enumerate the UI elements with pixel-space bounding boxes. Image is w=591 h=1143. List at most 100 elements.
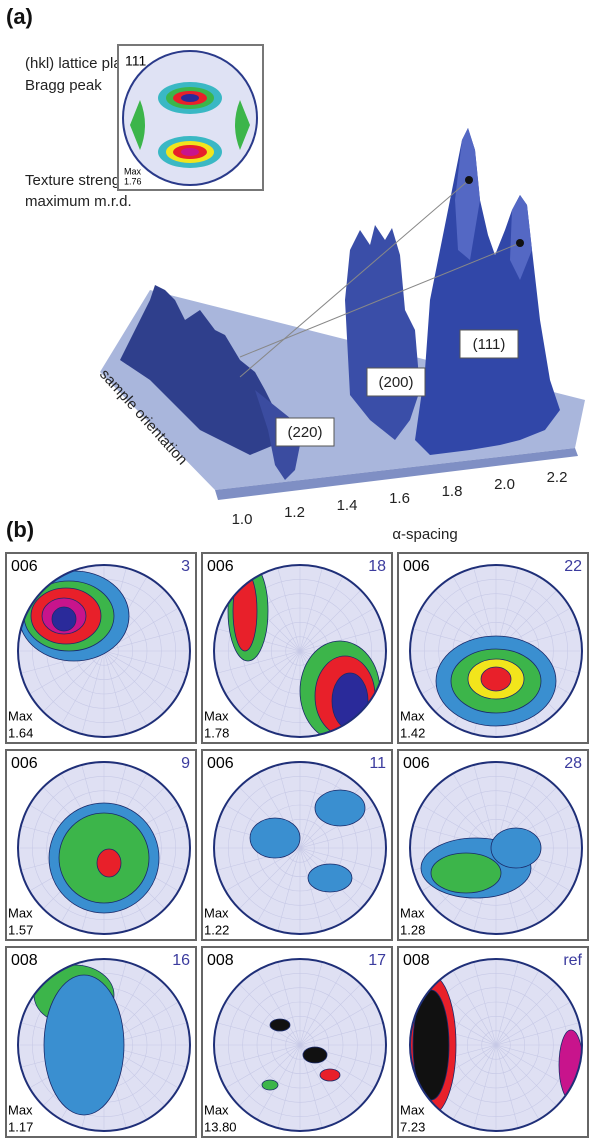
panel-label: (b) (6, 517, 34, 542)
pole-figure: 006 18 Max 1.78 (201, 552, 393, 744)
texture (33, 964, 125, 1116)
sample-id: 16 (172, 952, 190, 969)
pole-rim (213, 958, 387, 1132)
peak-label: (220) (287, 424, 322, 441)
sample-id: 17 (368, 952, 386, 969)
texture-blob (261, 1079, 279, 1091)
texture (18, 570, 130, 662)
sample-id: 18 (368, 558, 386, 575)
hkl-label: 008 (11, 952, 38, 969)
max-label: Max (400, 708, 425, 723)
max-label: Max (8, 708, 33, 723)
max-value: 1.28 (400, 922, 425, 937)
x-tick-label: 2.2 (547, 469, 568, 486)
texture (261, 1018, 341, 1091)
max-value: 1.78 (204, 725, 229, 740)
sample-id: 3 (181, 558, 190, 575)
inset-hkl: 111 (125, 53, 146, 69)
texture-blob (269, 1018, 291, 1032)
texture (420, 827, 542, 899)
max-value: 7.23 (400, 1119, 425, 1134)
hkl-label: 006 (403, 558, 430, 575)
texture-blob (43, 974, 125, 1116)
x-tick-label: 1.8 (442, 483, 463, 500)
inset-pole-figure (122, 50, 258, 186)
texture-blob (319, 1068, 341, 1082)
pole-figure: 008 ref Max 7.23 (397, 946, 589, 1138)
hkl-label: 006 (207, 558, 234, 575)
texture-blob (307, 863, 353, 893)
peak-label: (200) (378, 374, 413, 391)
hkl-label: 006 (403, 755, 430, 772)
pole-rim (409, 761, 583, 935)
max-label: Max (8, 1102, 33, 1117)
pole-figure: 008 16 Max 1.17 (5, 946, 197, 1138)
annotation: maximum m.r.d. (25, 193, 132, 210)
sample-id: 9 (181, 755, 190, 772)
texture-blob (302, 1046, 328, 1064)
max-value: 1.42 (400, 725, 425, 740)
grid-ray (216, 825, 384, 871)
pole-figure: 006 22 Max 1.42 (397, 552, 589, 744)
pole-rim (213, 564, 387, 738)
pole-rim (409, 958, 583, 1132)
annotation: (hkl) lattice plane= (25, 55, 147, 72)
texture (48, 802, 160, 914)
hkl-label: 006 (11, 558, 38, 575)
texture-blob (430, 852, 502, 894)
hkl-label: 008 (207, 952, 234, 969)
inset-max-label: Max (124, 166, 142, 176)
hkl-label: 006 (11, 755, 38, 772)
peak-label: (111) (473, 336, 506, 353)
max-label: Max (204, 708, 229, 723)
max-value: 1.57 (8, 922, 33, 937)
pole-figure: 006 9 Max 1.57 (5, 749, 197, 941)
max-label: Max (400, 905, 425, 920)
max-value: 1.64 (8, 725, 33, 740)
sample-id: ref (563, 952, 582, 969)
panel-label: (a) (6, 4, 33, 29)
sample-id: 28 (564, 755, 582, 772)
texture (435, 635, 557, 727)
max-label: Max (204, 1102, 229, 1117)
hkl-label: 006 (207, 755, 234, 772)
pole-figure: 006 28 Max 1.28 (397, 749, 589, 941)
surface-plot (100, 128, 585, 500)
max-value: 1.22 (204, 922, 229, 937)
max-label: Max (8, 905, 33, 920)
texture (249, 789, 366, 893)
max-label: Max (204, 905, 229, 920)
sample-id: 22 (564, 558, 582, 575)
pole-rim (213, 761, 387, 935)
x-tick-label: 1.0 (232, 511, 253, 528)
x-tick-label: 1.2 (284, 504, 305, 521)
pole-rim (409, 564, 583, 738)
grid-ray (216, 1022, 384, 1068)
hkl-label: 008 (403, 952, 430, 969)
texture-blob (249, 817, 301, 859)
pole-figure: 006 11 Max 1.22 (201, 749, 393, 941)
texture-blob (490, 827, 542, 869)
x-tick-label: 2.0 (494, 476, 515, 493)
annotation: Bragg peak (25, 77, 102, 94)
texture-blob (480, 666, 512, 692)
pole-rim (17, 564, 191, 738)
grid (214, 959, 386, 1131)
x-tick-label: 1.4 (337, 497, 358, 514)
x-tick-label: 1.6 (389, 490, 410, 507)
sample-id: 11 (369, 755, 386, 772)
texture-blob (51, 606, 77, 632)
axis-title: α-spacing (392, 526, 457, 543)
pole-rim (17, 761, 191, 935)
pole-rim (17, 958, 191, 1132)
max-value: 1.17 (8, 1119, 33, 1134)
annotation: Texture strength: (25, 172, 137, 189)
pole-figure: 006 3 Max 1.64 (5, 552, 197, 744)
texture-blob (96, 848, 122, 878)
grid-ray (216, 628, 384, 674)
pole-figure: 008 17 Max 13.80 (201, 946, 393, 1138)
max-label: Max (400, 1102, 425, 1117)
inset-max-value: 1.76 (124, 176, 142, 186)
texture-blob (314, 789, 366, 827)
